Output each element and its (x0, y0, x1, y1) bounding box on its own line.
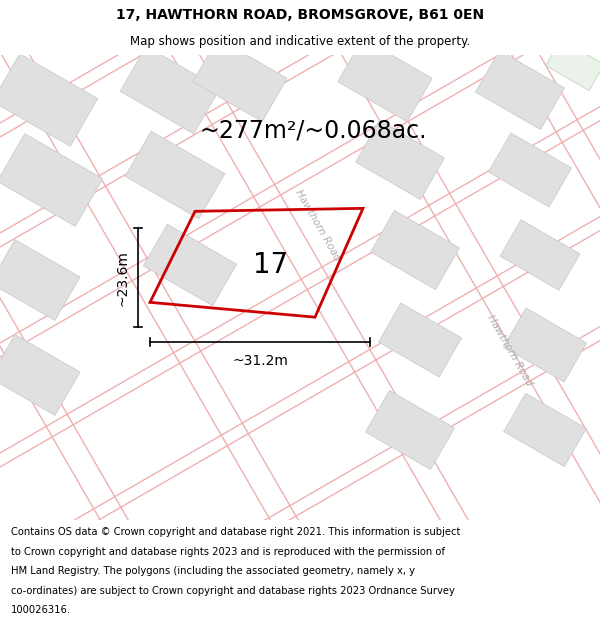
Text: to Crown copyright and database rights 2023 and is reproduced with the permissio: to Crown copyright and database rights 2… (11, 547, 445, 557)
Polygon shape (379, 303, 461, 377)
Polygon shape (365, 391, 454, 469)
Text: HM Land Registry. The polygons (including the associated geometry, namely x, y: HM Land Registry. The polygons (includin… (11, 566, 415, 576)
Polygon shape (356, 121, 445, 199)
Polygon shape (500, 220, 580, 290)
Polygon shape (125, 131, 225, 219)
Polygon shape (476, 51, 565, 129)
Text: Map shows position and indicative extent of the property.: Map shows position and indicative extent… (130, 35, 470, 48)
Text: ~277m²/~0.068ac.: ~277m²/~0.068ac. (200, 118, 427, 142)
Text: 17: 17 (253, 251, 289, 279)
Polygon shape (0, 134, 103, 226)
Polygon shape (120, 46, 220, 134)
Text: Contains OS data © Crown copyright and database right 2021. This information is : Contains OS data © Crown copyright and d… (11, 528, 460, 538)
Polygon shape (0, 334, 80, 416)
Polygon shape (488, 133, 572, 207)
Polygon shape (338, 38, 432, 122)
Polygon shape (503, 308, 587, 382)
Polygon shape (0, 54, 98, 146)
Text: ~31.2m: ~31.2m (232, 354, 288, 368)
Polygon shape (546, 39, 600, 91)
Text: Hawthorn Road: Hawthorn Road (485, 312, 535, 388)
Text: 17, HAWTHORN ROAD, BROMSGROVE, B61 0EN: 17, HAWTHORN ROAD, BROMSGROVE, B61 0EN (116, 8, 484, 22)
Polygon shape (0, 239, 80, 321)
Polygon shape (143, 224, 236, 306)
Text: co-ordinates) are subject to Crown copyright and database rights 2023 Ordnance S: co-ordinates) are subject to Crown copyr… (11, 586, 455, 596)
Text: Hawthorn Road: Hawthorn Road (293, 188, 343, 262)
Polygon shape (371, 211, 460, 289)
Polygon shape (193, 38, 287, 122)
Polygon shape (503, 394, 586, 466)
Text: ~23.6m: ~23.6m (116, 249, 130, 306)
Text: 100026316.: 100026316. (11, 605, 71, 615)
